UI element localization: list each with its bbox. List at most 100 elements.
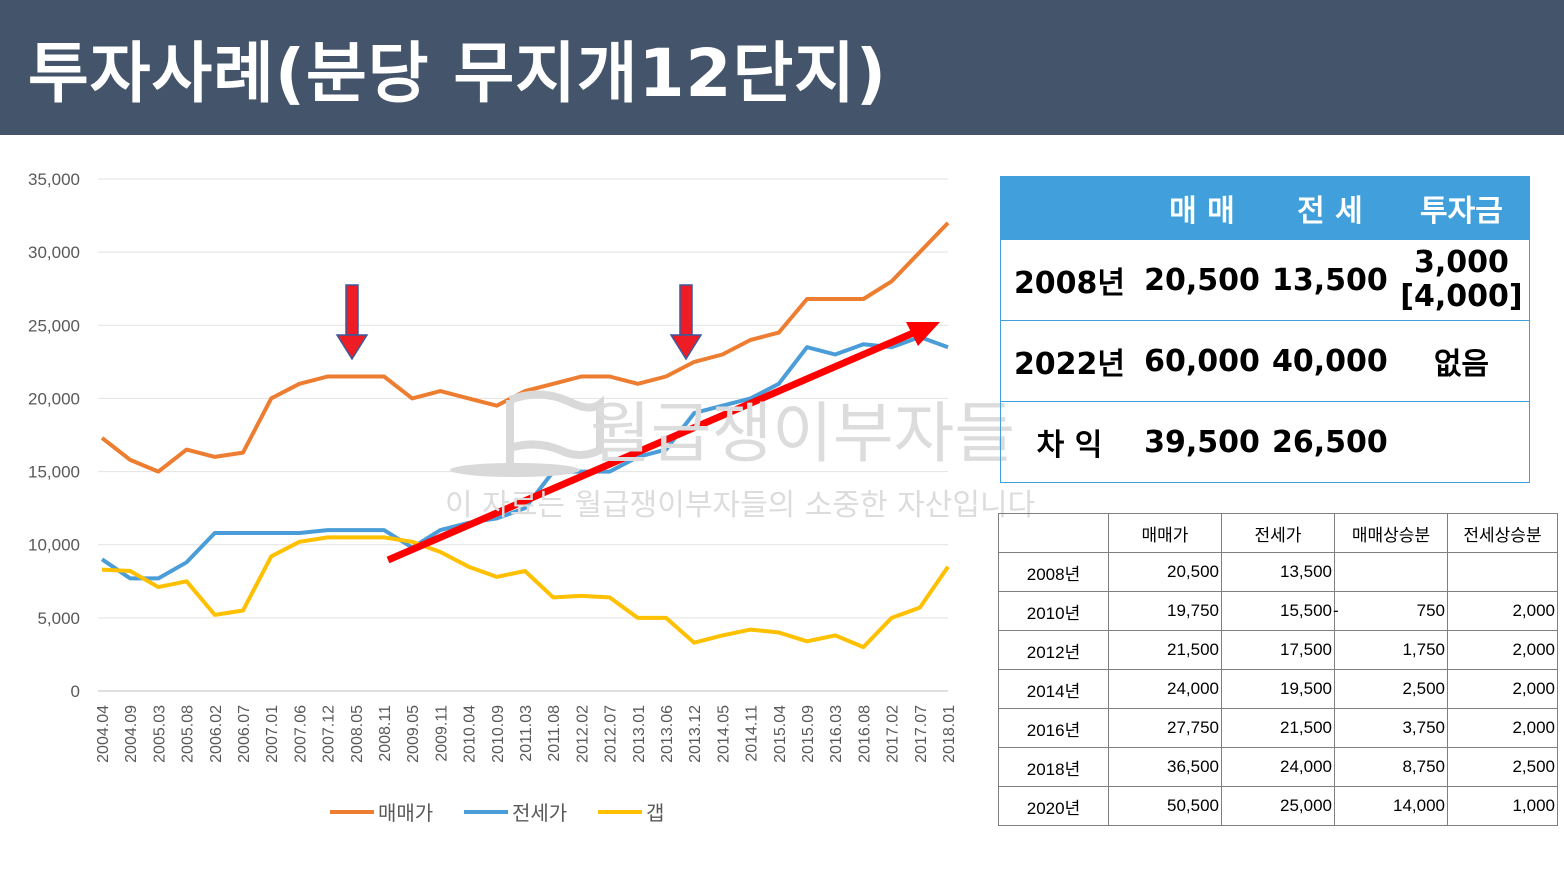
x-tick-label: 2009.05 — [405, 705, 422, 763]
detail-cell: 1,750 — [1334, 630, 1448, 670]
x-tick-label: 2007.01 — [264, 705, 281, 763]
detail-row: 2012년 21,500 17,500 1,750 2,000 — [998, 630, 1558, 670]
x-tick-label: 2008.05 — [349, 705, 366, 763]
x-tick-label: 2012.02 — [574, 705, 591, 763]
summary-table: 매 매 전 세 투자금 2008년 20,500 13,500 3,000 [4… — [1000, 176, 1530, 483]
detail-header-row: 매매가 전세가 매매상승분 전세상승분 — [998, 513, 1558, 553]
x-tick-label: 2010.09 — [490, 705, 507, 763]
series-line-갭 — [101, 535, 950, 650]
detail-cell: 25,000 — [1221, 786, 1335, 826]
detail-cell: 20,500 — [1108, 552, 1222, 592]
detail-table: 매매가 전세가 매매상승분 전세상승분 2008년 20,500 13,500 … — [998, 513, 1558, 826]
detail-cell-value: 750 — [1416, 601, 1445, 620]
investment-value-bracket: [4,000] — [1400, 279, 1523, 314]
down-arrow-icon — [335, 334, 369, 361]
detail-cell: 2,000 — [1447, 669, 1558, 709]
summary-cell: 2008년 — [1000, 239, 1138, 321]
summary-row: 2022년 60,000 40,000 없음 — [1000, 320, 1530, 402]
summary-cell: 3,000 [4,000] — [1393, 239, 1530, 321]
summary-cell: 차 익 — [1000, 401, 1138, 483]
detail-cell: 2008년 — [998, 552, 1109, 592]
x-tick-label: 2014.05 — [715, 705, 732, 763]
title-bar: 투자사례(분당 무지개12단지) — [0, 0, 1564, 135]
detail-cell: 19,500 — [1221, 669, 1335, 709]
x-tick-label: 2004.04 — [95, 705, 112, 763]
detail-header-jeonse-rise: 전세상승분 — [1447, 513, 1558, 553]
x-tick-label: 2008.11 — [377, 705, 394, 762]
series-line-전세가 — [100, 335, 949, 581]
x-tick-label: 2013.06 — [659, 705, 676, 763]
legend-label: 갭 — [646, 801, 664, 825]
summary-header-investment: 투자금 — [1393, 176, 1530, 240]
y-tick-label: 15,000 — [28, 463, 80, 482]
detail-row: 2008년 20,500 13,500 — [998, 552, 1558, 592]
y-tick-label: 0 — [71, 682, 80, 701]
x-tick-label: 2006.07 — [236, 705, 253, 763]
down-arrow-icon — [669, 334, 703, 361]
detail-cell: 2,000 — [1447, 708, 1558, 748]
summary-cell: 26,500 — [1265, 401, 1394, 483]
x-tick-label: 2007.12 — [321, 705, 338, 763]
detail-header-jeonse: 전세가 — [1221, 513, 1335, 553]
detail-cell: 3,750 — [1334, 708, 1448, 748]
detail-cell: 19,750 — [1108, 591, 1222, 631]
detail-cell: 2010년 — [998, 591, 1109, 631]
y-tick-label: 35,000 — [28, 170, 80, 189]
detail-cell: 2012년 — [998, 630, 1109, 670]
y-tick-label: 10,000 — [28, 536, 80, 555]
summary-header-sale: 매 매 — [1138, 176, 1266, 240]
series-line-매매가 — [100, 221, 950, 474]
x-tick-label: 2005.03 — [151, 705, 168, 763]
x-tick-label: 2015.04 — [772, 705, 789, 763]
x-tick-label: 2011.08 — [546, 705, 563, 762]
x-tick-label: 2015.09 — [800, 705, 817, 763]
detail-cell: 2014년 — [998, 669, 1109, 709]
summary-cell: 20,500 — [1138, 239, 1266, 321]
x-tick-label: 2013.12 — [687, 705, 704, 763]
x-tick-label: 2014.11 — [744, 705, 761, 762]
detail-cell: 2,000 — [1447, 630, 1558, 670]
y-tick-label: 30,000 — [28, 243, 80, 262]
x-tick-label: 2018.01 — [941, 705, 958, 763]
investment-value: 3,000 — [1413, 245, 1509, 280]
legend-label: 전세가 — [512, 801, 567, 825]
slide-title: 투자사례(분당 무지개12단지) — [28, 35, 888, 112]
detail-cell: 50,500 — [1108, 786, 1222, 826]
detail-cell: 8,750 — [1334, 747, 1448, 787]
x-tick-label: 2006.02 — [208, 705, 225, 763]
x-tick-label: 2009.11 — [433, 705, 450, 762]
detail-row: 2020년 50,500 25,000 14,000 1,000 — [998, 786, 1558, 826]
summary-cell: 40,000 — [1265, 320, 1394, 402]
x-tick-label: 2005.08 — [180, 705, 197, 763]
detail-cell — [1447, 552, 1558, 592]
summary-header-jeonse: 전 세 — [1265, 176, 1394, 240]
x-tick-label: 2011.03 — [518, 705, 535, 762]
x-tick-label: 2012.07 — [603, 705, 620, 763]
detail-cell: 24,000 — [1108, 669, 1222, 709]
detail-row: 2014년 24,000 19,500 2,500 2,000 — [998, 669, 1558, 709]
detail-cell: 2,500 — [1447, 747, 1558, 787]
y-tick-label: 25,000 — [28, 316, 80, 335]
detail-cell: 36,500 — [1108, 747, 1222, 787]
detail-cell: 2020년 — [998, 786, 1109, 826]
summary-cell: 13,500 — [1265, 239, 1394, 321]
down-arrow-icon — [345, 284, 359, 336]
detail-cell: 2016년 — [998, 708, 1109, 748]
x-tick-label: 2007.06 — [292, 705, 309, 763]
detail-cell: 1,000 — [1447, 786, 1558, 826]
detail-cell: 21,500 — [1108, 630, 1222, 670]
detail-cell: 2018년 — [998, 747, 1109, 787]
x-tick-label: 2017.07 — [913, 705, 930, 763]
summary-row: 차 익 39,500 26,500 — [1000, 401, 1530, 483]
summary-row: 2008년 20,500 13,500 3,000 [4,000] — [1000, 239, 1530, 321]
x-tick-label: 2016.08 — [856, 705, 873, 763]
detail-cell: 13,500 — [1221, 552, 1335, 592]
y-tick-label: 20,000 — [28, 389, 80, 408]
summary-header-row: 매 매 전 세 투자금 — [1000, 176, 1530, 240]
x-tick-label: 2004.09 — [123, 705, 140, 763]
line-chart: 0 5,000 10,000 15,000 20,000 25,000 30,000 35,0… — [28, 170, 958, 825]
negative-marker: - — [1333, 601, 1339, 620]
summary-cell: 2022년 — [1000, 320, 1138, 402]
summary-cell — [1393, 401, 1530, 483]
detail-cell — [1334, 552, 1448, 592]
